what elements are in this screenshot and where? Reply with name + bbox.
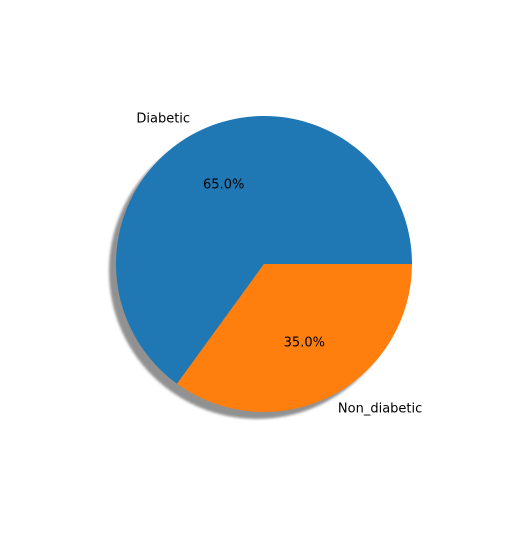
pie-labels: Diabetic 65.0% Non_diabetic 35.0% — [136, 111, 422, 416]
pie-category-label: Non_diabetic — [338, 402, 422, 417]
pie-slice-non-diabetic — [177, 264, 412, 413]
pie-percent-label: 35.0% — [284, 336, 325, 351]
pie-slice-diabetic — [116, 116, 412, 384]
pie-percent-label: 65.0% — [203, 177, 244, 192]
pie-slices — [116, 116, 412, 413]
pie-category-label: Diabetic — [136, 111, 190, 126]
